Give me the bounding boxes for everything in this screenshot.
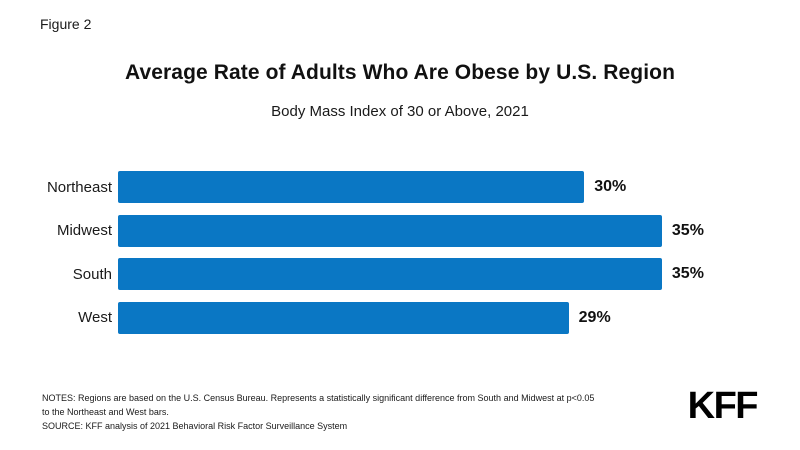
category-label: South xyxy=(72,265,112,283)
chart-subtitle: Body Mass Index of 30 or Above, 2021 xyxy=(271,103,529,120)
bar xyxy=(118,171,585,203)
category-label: West xyxy=(78,309,112,327)
bar xyxy=(118,301,569,334)
chart-title: Average Rate of Adults Who Are Obese by … xyxy=(124,61,676,84)
value-label: 29% xyxy=(578,308,611,326)
bar-chart: Northeast 30% Midwest 35% South 35% West 29% xyxy=(40,171,760,345)
notes-block: NOTES: Regions are based on the U.S. Cen… xyxy=(42,391,594,433)
category-label: Midwest xyxy=(56,222,112,240)
chart-row: Midwest 35% xyxy=(40,214,760,247)
bar xyxy=(118,214,662,247)
source-line: SOURCE: KFF analysis of 2021 Behavioral … xyxy=(42,421,348,431)
value-label: 35% xyxy=(671,221,704,239)
value-label: 35% xyxy=(671,265,704,283)
chart-row: West 29% xyxy=(40,301,760,334)
category-label: Northeast xyxy=(46,178,112,196)
chart-row: Northeast 30% xyxy=(40,171,760,203)
figure-label: Figure 2 xyxy=(40,16,92,32)
notes-line-2: to the Northeast and West bars. xyxy=(42,407,169,417)
value-label: 30% xyxy=(594,178,627,195)
kff-logo: KFF xyxy=(687,385,759,427)
chart-row: South 35% xyxy=(40,258,760,291)
bar xyxy=(118,258,662,291)
notes-line-1: NOTES: Regions are based on the U.S. Cen… xyxy=(42,393,595,403)
